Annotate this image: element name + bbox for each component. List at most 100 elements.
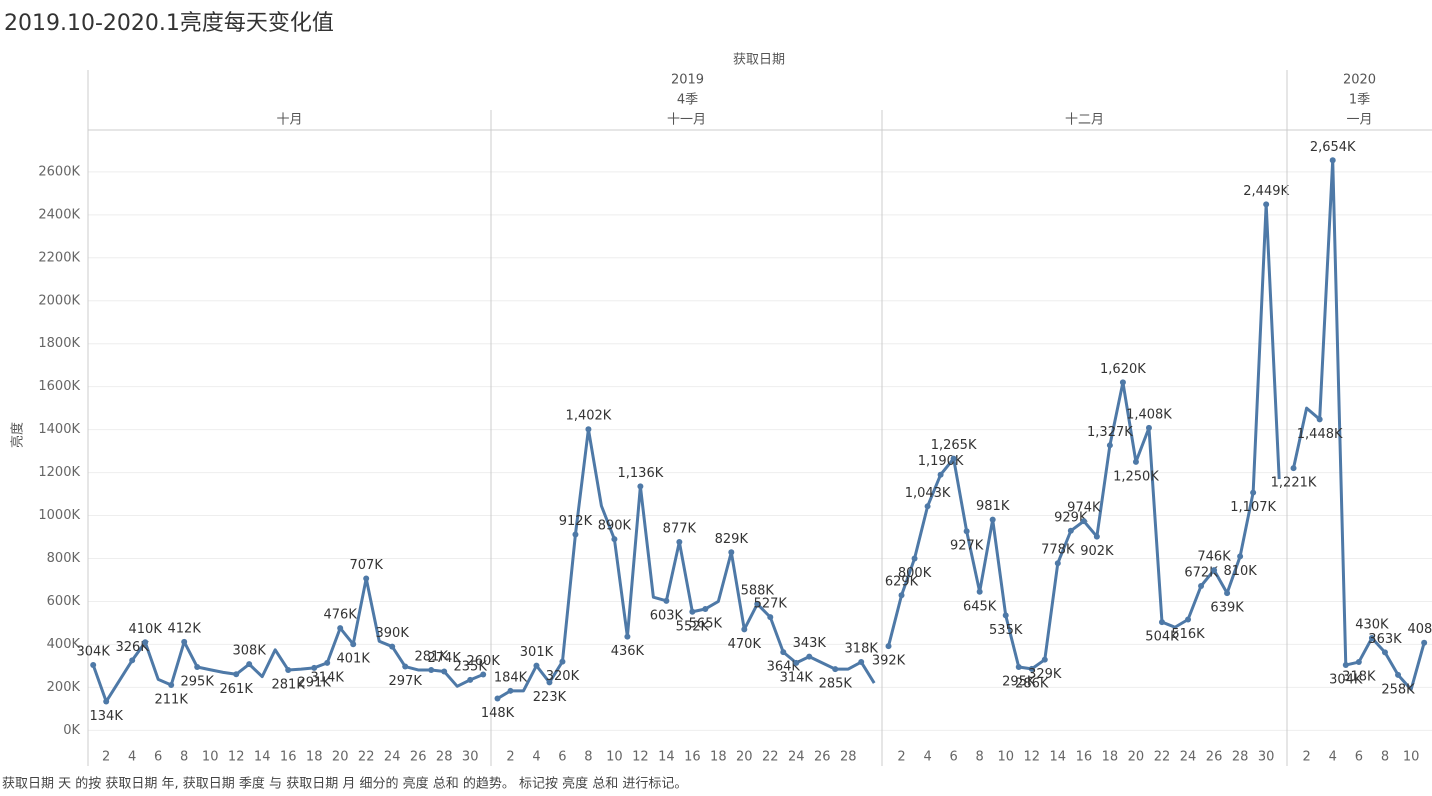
point — [624, 633, 631, 640]
data-label: 912K — [559, 514, 593, 529]
point — [585, 426, 592, 433]
point — [1054, 560, 1061, 567]
point — [663, 597, 670, 604]
x-tick-label: 30 — [1258, 750, 1275, 765]
data-label: 527K — [754, 597, 788, 612]
point — [1185, 616, 1192, 623]
data-label: 981K — [976, 499, 1010, 514]
point — [911, 555, 918, 562]
point — [1237, 553, 1244, 560]
data-label: 1,250K — [1113, 469, 1159, 484]
x-tick-label: 4 — [1329, 750, 1337, 765]
data-label: 363K — [1368, 632, 1402, 647]
data-label: 343K — [793, 636, 827, 651]
point — [1263, 201, 1270, 208]
y-tick-label: 2000K — [38, 293, 80, 308]
point — [1421, 639, 1428, 646]
point — [467, 676, 474, 683]
x-tick-label: 20 — [332, 750, 349, 765]
y-tick-label: 1600K — [38, 379, 80, 394]
data-label: 877K — [663, 521, 697, 536]
point — [324, 659, 331, 666]
data-label: 588K — [741, 584, 775, 599]
data-label: 603K — [650, 608, 684, 623]
data-label: 552K — [676, 619, 710, 634]
data-label: 476K — [324, 608, 358, 623]
data-label: 810K — [1223, 564, 1257, 579]
y-tick-label: 2200K — [38, 250, 80, 265]
data-label: 778K — [1041, 543, 1075, 558]
x-tick-label: 8 — [1381, 750, 1389, 765]
year-header: 2020 — [1343, 73, 1376, 88]
point — [754, 601, 761, 608]
point — [494, 695, 501, 702]
y-tick-label: 1200K — [38, 465, 80, 480]
point — [103, 698, 110, 705]
month-header: 十一月 — [667, 113, 706, 128]
point — [1395, 671, 1402, 678]
x-tick-label: 12 — [228, 750, 245, 765]
point — [1329, 157, 1336, 164]
point — [1224, 590, 1231, 597]
data-label: 746K — [1197, 550, 1231, 565]
data-label: 320K — [546, 669, 580, 684]
point — [363, 575, 370, 582]
point — [793, 659, 800, 666]
point — [1381, 649, 1388, 656]
y-tick-label: 600K — [47, 594, 81, 609]
data-label: 516K — [1171, 627, 1205, 642]
x-tick-label: 20 — [1128, 750, 1145, 765]
x-tick-label: 2 — [897, 750, 905, 765]
line — [1292, 158, 1426, 692]
point — [168, 682, 175, 689]
point — [1002, 612, 1009, 619]
x-tick-label: 8 — [976, 750, 984, 765]
data-label: 211K — [155, 693, 189, 708]
x-tick-label: 2 — [102, 750, 110, 765]
data-label: 639K — [1210, 601, 1244, 616]
x-tick-label: 24 — [788, 750, 805, 765]
point — [767, 614, 774, 621]
point — [676, 538, 683, 545]
x-tick-label: 8 — [584, 750, 592, 765]
point — [689, 608, 696, 615]
x-tick-label: 24 — [384, 750, 401, 765]
month-header: 十二月 — [1065, 113, 1104, 128]
point — [90, 662, 97, 669]
data-label: 645K — [963, 599, 997, 614]
data-label: 430K — [1355, 617, 1389, 632]
data-label: 890K — [598, 519, 632, 534]
point — [1119, 379, 1126, 386]
quarter-header: 1季 — [1349, 93, 1370, 108]
x-header: 获取日期 — [733, 53, 785, 68]
point — [441, 668, 448, 675]
data-label: 436K — [611, 644, 645, 659]
x-tick-label: 20 — [736, 750, 753, 765]
data-label: 1,265K — [931, 438, 977, 453]
data-label: 565K — [689, 616, 723, 631]
x-tick-label: 6 — [558, 750, 566, 765]
x-tick-label: 26 — [814, 750, 831, 765]
x-tick-label: 10 — [997, 750, 1014, 765]
data-label: 535K — [989, 623, 1023, 638]
x-tick-label: 6 — [949, 750, 957, 765]
point — [1132, 458, 1139, 465]
line — [496, 427, 876, 700]
chart-title: 2019.10-2020.1亮度每天变化值 — [4, 11, 334, 36]
data-label: 504K — [1145, 630, 1179, 645]
data-label: 1,620K — [1100, 362, 1146, 377]
data-label: 223K — [533, 690, 567, 705]
point — [885, 643, 892, 650]
data-label: 314K — [780, 670, 814, 685]
point — [389, 643, 396, 650]
data-label: 410K — [129, 622, 163, 637]
data-label: 329K — [1028, 667, 1062, 682]
data-label: 2,449K — [1243, 184, 1289, 199]
point — [1067, 527, 1074, 534]
data-label: 927K — [950, 539, 984, 554]
x-tick-label: 14 — [1050, 750, 1067, 765]
point — [194, 663, 201, 670]
data-label: 304K — [77, 645, 111, 660]
point — [924, 503, 931, 510]
x-tick-label: 8 — [180, 750, 188, 765]
